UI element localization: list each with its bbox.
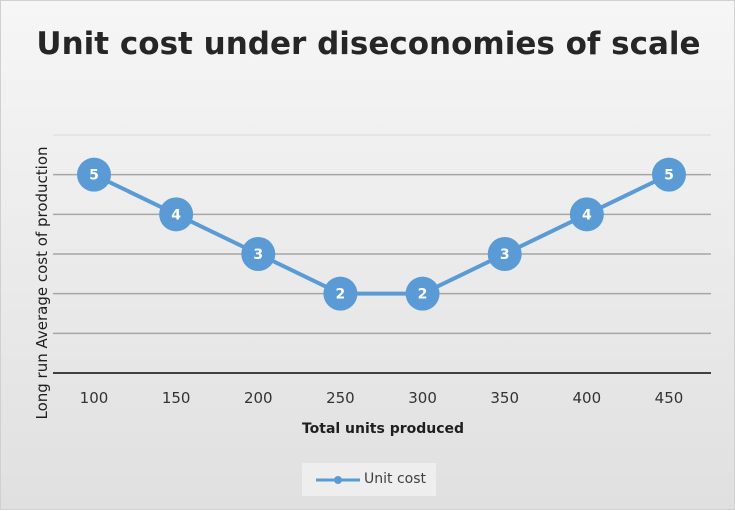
chart-title: Unit cost under diseconomies of scale — [36, 26, 701, 62]
data-point — [487, 237, 522, 271]
data-point — [569, 197, 604, 232]
data-point — [651, 157, 686, 192]
data-label: 5 — [89, 168, 99, 184]
data-point — [241, 237, 276, 271]
data-point — [405, 276, 440, 311]
data-point — [77, 157, 111, 192]
x-tick-label: 150 — [162, 389, 191, 407]
data-label: 5 — [664, 168, 674, 184]
x-tick-label: 350 — [490, 389, 519, 407]
data-point — [159, 197, 194, 232]
data-label: 3 — [500, 247, 510, 263]
series-line-unit-cost — [93, 172, 670, 296]
data-label: 2 — [418, 287, 428, 303]
x-tick-label: 200 — [244, 389, 273, 407]
x-tick-label: 300 — [408, 389, 437, 407]
legend: Unit cost — [302, 463, 436, 496]
data-label: 4 — [171, 207, 181, 223]
data-label: 2 — [336, 287, 346, 303]
data-label: 4 — [582, 207, 592, 223]
x-tick-label: 400 — [573, 389, 602, 407]
x-tick-label: 250 — [326, 389, 355, 407]
y-axis-title: Long run Average cost of production — [33, 146, 51, 419]
x-tick-label: 450 — [655, 389, 684, 407]
x-axis-title: Total units produced — [302, 421, 464, 437]
legend-label-unit-cost: Unit cost — [364, 471, 426, 487]
legend-marker-unit-cost — [316, 476, 360, 484]
data-point — [323, 276, 358, 311]
x-tick-label: 100 — [80, 389, 109, 407]
data-label: 3 — [253, 247, 263, 263]
